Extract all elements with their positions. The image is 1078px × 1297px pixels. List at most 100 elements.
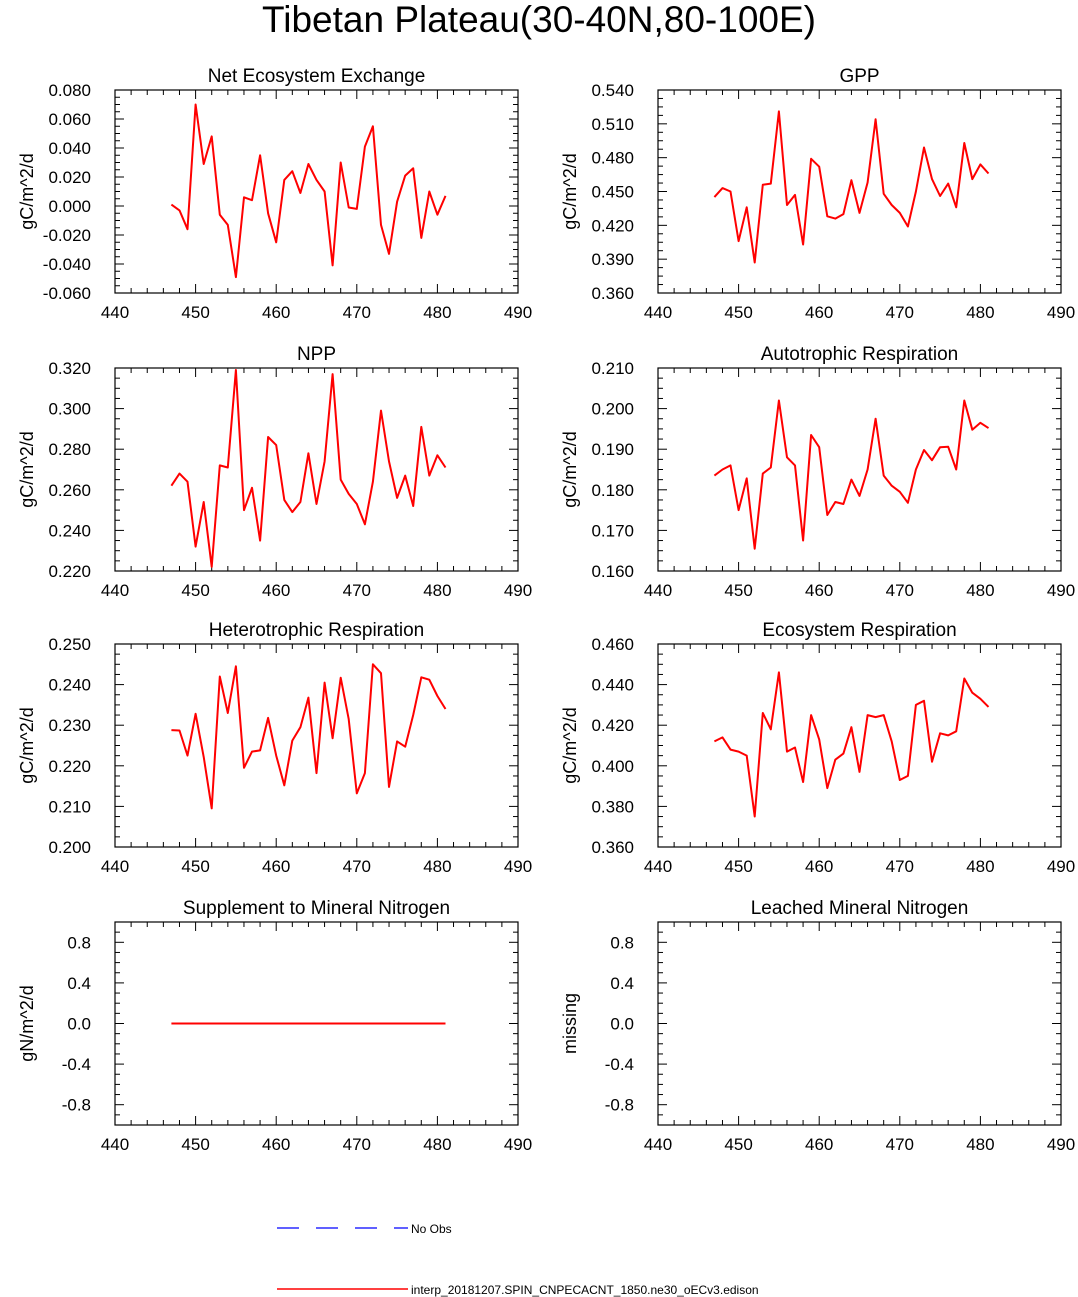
y-tick-label: -0.8 xyxy=(62,1096,91,1115)
y-tick-label: 0.170 xyxy=(591,521,634,540)
y-tick-label: 0.190 xyxy=(591,440,634,459)
y-tick-label: 0.200 xyxy=(48,838,91,857)
x-tick-label: 480 xyxy=(966,581,994,600)
y-tick-label: -0.4 xyxy=(605,1055,634,1074)
chart-title: GPP xyxy=(839,66,879,87)
y-tick-label: 0.540 xyxy=(591,81,634,100)
chart-title: Autotrophic Respiration xyxy=(761,344,959,365)
y-tick-label: 0.420 xyxy=(591,216,634,235)
y-tick-label: 0.240 xyxy=(48,676,91,695)
x-tick-label: 460 xyxy=(805,581,833,600)
x-tick-label: 460 xyxy=(805,1135,833,1154)
data-series-line xyxy=(713,110,990,264)
x-tick-label: 440 xyxy=(644,303,672,322)
y-tick-label: 0.040 xyxy=(48,139,91,158)
y-tick-label: 0.8 xyxy=(610,933,634,952)
plot-frame xyxy=(657,921,1062,1126)
x-tick-label: 480 xyxy=(423,857,451,876)
y-tick-label: 0.180 xyxy=(591,481,634,500)
x-tick-label: 480 xyxy=(966,1135,994,1154)
x-tick-label: 470 xyxy=(343,581,371,600)
y-axis-label: gC/m^2/d xyxy=(17,153,37,229)
x-tick-label: 450 xyxy=(724,1135,752,1154)
y-tick-label: 0.220 xyxy=(48,562,91,581)
x-tick-label: 470 xyxy=(343,303,371,322)
y-tick-label: 0.210 xyxy=(591,359,634,378)
data-series-line xyxy=(170,103,447,279)
y-tick-label: -0.4 xyxy=(62,1055,91,1074)
y-tick-label: 0.240 xyxy=(48,521,91,540)
y-tick-label: -0.060 xyxy=(43,284,91,303)
x-tick-label: 460 xyxy=(262,1135,290,1154)
x-tick-label: 440 xyxy=(101,303,129,322)
x-tick-label: 470 xyxy=(886,303,914,322)
y-tick-label: 0.440 xyxy=(591,676,634,695)
y-tick-label: 0.8 xyxy=(67,933,91,952)
y-tick-label: -0.8 xyxy=(605,1096,634,1115)
x-tick-label: 450 xyxy=(181,581,209,600)
y-tick-label: 0.380 xyxy=(591,797,634,816)
y-axis-label: missing xyxy=(560,993,580,1054)
x-tick-label: 440 xyxy=(644,581,672,600)
y-tick-label: 0.460 xyxy=(591,635,634,654)
x-tick-label: 440 xyxy=(644,1135,672,1154)
y-tick-label: 0.260 xyxy=(48,481,91,500)
data-series-line xyxy=(171,663,447,810)
y-tick-label: 0.000 xyxy=(48,197,91,216)
x-tick-label: 450 xyxy=(724,581,752,600)
y-tick-label: 0.230 xyxy=(48,716,91,735)
x-tick-label: 460 xyxy=(262,303,290,322)
x-tick-label: 450 xyxy=(181,303,209,322)
x-tick-label: 470 xyxy=(886,1135,914,1154)
y-tick-label: 0.200 xyxy=(591,400,634,419)
chart-title: Net Ecosystem Exchange xyxy=(208,66,426,87)
x-tick-label: 460 xyxy=(805,857,833,876)
y-tick-label: 0.360 xyxy=(591,838,634,857)
page-title: Tibetan Plateau(30-40N,80-100E) xyxy=(262,0,816,40)
x-tick-label: 460 xyxy=(262,581,290,600)
x-tick-label: 450 xyxy=(181,1135,209,1154)
x-tick-label: 470 xyxy=(343,857,371,876)
y-axis-label: gC/m^2/d xyxy=(560,153,580,229)
y-tick-label: 0.510 xyxy=(591,115,634,134)
chart-title: Supplement to Mineral Nitrogen xyxy=(183,898,450,919)
x-tick-label: 440 xyxy=(101,581,129,600)
x-tick-label: 490 xyxy=(504,1135,532,1154)
y-tick-label: 0.250 xyxy=(48,635,91,654)
x-tick-label: 490 xyxy=(1047,1135,1075,1154)
data-series-line xyxy=(713,399,990,550)
y-axis-label: gC/m^2/d xyxy=(560,431,580,507)
x-tick-label: 490 xyxy=(504,857,532,876)
y-tick-label: 0.080 xyxy=(48,81,91,100)
y-tick-label: 0.450 xyxy=(591,183,634,202)
x-tick-label: 470 xyxy=(886,857,914,876)
y-tick-label: 0.160 xyxy=(591,562,634,581)
x-tick-label: 480 xyxy=(423,303,451,322)
x-tick-label: 460 xyxy=(805,303,833,322)
y-tick-label: 0.400 xyxy=(591,757,634,776)
y-tick-label: 0.320 xyxy=(48,359,91,378)
x-tick-label: 450 xyxy=(724,303,752,322)
y-tick-label: 0.4 xyxy=(610,974,634,993)
y-tick-label: 0.060 xyxy=(48,110,91,129)
data-series-line xyxy=(170,369,447,568)
y-axis-label: gN/m^2/d xyxy=(17,985,37,1061)
x-tick-label: 490 xyxy=(504,303,532,322)
y-tick-label: 0.280 xyxy=(48,440,91,459)
chart-title: Heterotrophic Respiration xyxy=(209,620,424,641)
y-tick-label: 0.300 xyxy=(48,400,91,419)
x-tick-label: 440 xyxy=(101,857,129,876)
x-tick-label: 480 xyxy=(423,581,451,600)
y-tick-label: 0.210 xyxy=(48,797,91,816)
x-tick-label: 490 xyxy=(1047,581,1075,600)
chart-title: NPP xyxy=(297,344,336,365)
x-tick-label: 460 xyxy=(262,857,290,876)
y-tick-label: -0.040 xyxy=(43,255,91,274)
